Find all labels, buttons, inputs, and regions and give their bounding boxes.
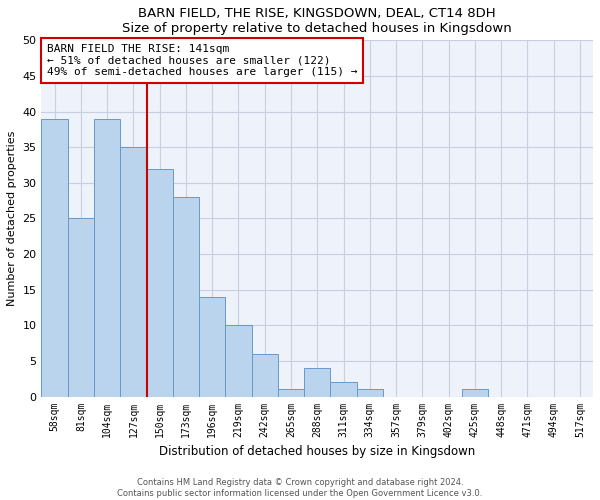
Bar bbox=[278, 390, 304, 396]
Y-axis label: Number of detached properties: Number of detached properties bbox=[7, 131, 17, 306]
Bar bbox=[462, 390, 488, 396]
Bar bbox=[356, 390, 383, 396]
Bar bbox=[304, 368, 331, 396]
Bar bbox=[226, 326, 251, 396]
Bar bbox=[68, 218, 94, 396]
Bar bbox=[173, 197, 199, 396]
Bar bbox=[331, 382, 356, 396]
Title: BARN FIELD, THE RISE, KINGSDOWN, DEAL, CT14 8DH
Size of property relative to det: BARN FIELD, THE RISE, KINGSDOWN, DEAL, C… bbox=[122, 7, 512, 35]
Bar bbox=[199, 297, 226, 396]
Text: Contains HM Land Registry data © Crown copyright and database right 2024.
Contai: Contains HM Land Registry data © Crown c… bbox=[118, 478, 482, 498]
X-axis label: Distribution of detached houses by size in Kingsdown: Distribution of detached houses by size … bbox=[159, 445, 475, 458]
Bar bbox=[251, 354, 278, 397]
Bar bbox=[94, 118, 120, 396]
Bar bbox=[41, 118, 68, 396]
Bar bbox=[120, 147, 146, 396]
Bar bbox=[146, 168, 173, 396]
Text: BARN FIELD THE RISE: 141sqm
← 51% of detached houses are smaller (122)
49% of se: BARN FIELD THE RISE: 141sqm ← 51% of det… bbox=[47, 44, 358, 77]
